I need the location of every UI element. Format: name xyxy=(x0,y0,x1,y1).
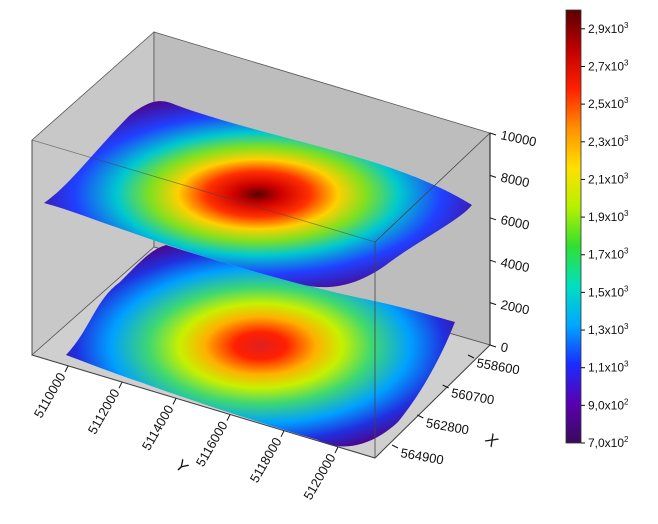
y-tick-label: 5118000 xyxy=(247,435,285,486)
x-tick-label: 562800 xyxy=(425,415,470,437)
z-axis: 0 2000 4000 6000 8000 10000 xyxy=(489,127,538,355)
y-axis-title: Y xyxy=(171,457,191,477)
colorbar-tick-label: 1,7x103 xyxy=(588,247,629,262)
colorbar-tick-label: 1,5x103 xyxy=(588,284,629,299)
colorbar-tick-label: 2,3x103 xyxy=(588,134,629,149)
z-tick-label: 0 xyxy=(499,339,509,355)
y-tick xyxy=(64,365,69,373)
y-tick-label: 5112000 xyxy=(85,386,123,437)
colorbar-scale xyxy=(565,9,582,444)
colorbar-tick-label: 2,5x103 xyxy=(588,96,629,111)
x-tick xyxy=(467,354,475,359)
colorbar-tick-label: 7,0x102 xyxy=(588,435,629,450)
colorbar-tick-label: 2,9x103 xyxy=(588,21,629,36)
x-axis: 558600 560700 562800 564900 X xyxy=(391,354,521,467)
colorbar-tick-label: 9,0x102 xyxy=(588,397,629,412)
x-tick-label: 560700 xyxy=(450,385,495,407)
z-tick xyxy=(489,132,497,136)
z-tick xyxy=(489,259,497,263)
lower-surface xyxy=(66,245,455,447)
y-tick xyxy=(118,381,123,389)
upper-surface xyxy=(44,101,472,288)
colorbar-tick-label: 1,3x103 xyxy=(588,322,629,337)
colorbar-tick-label: 2,1x103 xyxy=(588,171,629,186)
z-tick xyxy=(489,217,497,221)
y-tick xyxy=(280,430,285,438)
y-tick xyxy=(334,446,339,454)
y-tick-label: 5120000 xyxy=(300,451,338,502)
z-tick-label: 6000 xyxy=(499,212,530,233)
y-tick-label: 5116000 xyxy=(193,419,231,470)
x-tick-label: 564900 xyxy=(399,445,444,467)
z-tick-label: 4000 xyxy=(499,254,530,275)
y-tick xyxy=(172,398,177,405)
z-tick-label: 10000 xyxy=(499,127,537,149)
y-tick xyxy=(226,414,231,421)
x-tick xyxy=(442,384,449,389)
z-tick-label: 2000 xyxy=(499,297,530,318)
x-tick-label: 558600 xyxy=(475,355,520,377)
x-tick xyxy=(417,414,424,419)
y-tick-label: 5110000 xyxy=(31,370,69,421)
z-tick xyxy=(489,174,497,178)
z-tick xyxy=(489,302,497,306)
colorbar-tick-label: 1,9x103 xyxy=(588,209,629,224)
x-axis-title: X xyxy=(481,431,501,451)
z-tick-label: 8000 xyxy=(499,170,530,191)
x-tick xyxy=(391,444,399,449)
colorbar-tick-label: 2,7x103 xyxy=(588,58,629,73)
colorbar-tick-label: 1,1x103 xyxy=(588,360,629,375)
colorbar: 7,0x102 9,0x102 1,1x103 1,3x103 1,5x103 1,7x1… xyxy=(565,9,629,450)
z-tick xyxy=(489,344,497,348)
y-tick-label: 5114000 xyxy=(139,402,177,453)
